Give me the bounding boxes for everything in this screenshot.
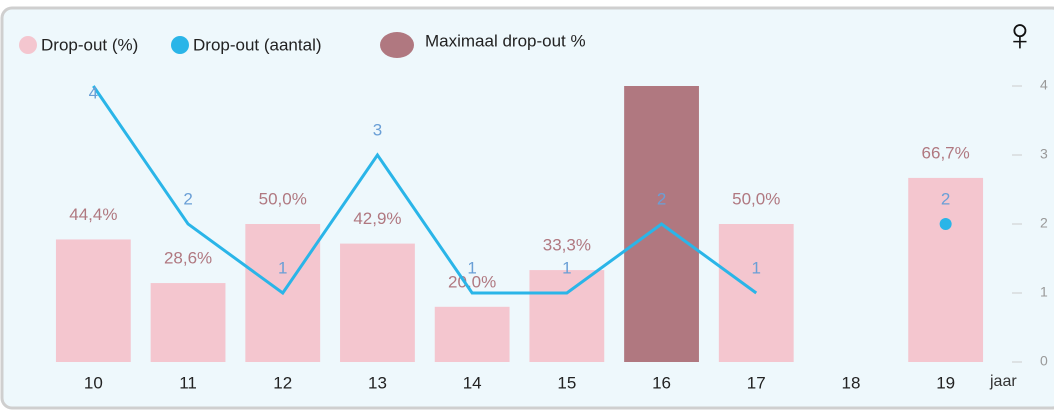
legend-swatch [380,32,414,58]
bar-label: 42,9% [353,209,401,228]
x-tick-label: 11 [179,373,197,392]
y2-tick-label: 4 [1040,77,1048,93]
bar-label: 28,6% [164,249,212,268]
x-tick-label: 13 [368,373,387,392]
bar [908,177,984,362]
legend-swatch [171,36,189,54]
x-tick-label: 10 [84,373,103,392]
line-label: 3 [373,120,382,139]
line-label: 1 [752,258,761,277]
line-point [939,218,952,230]
line-label: 2 [941,189,950,208]
x-tick-label: 17 [747,373,766,392]
line-label: 1 [467,258,476,277]
line-label: 1 [562,258,571,277]
bar [529,270,605,362]
bar-label: 50,0% [732,189,780,208]
x-tick-label: 16 [652,373,671,392]
bar-label: 50,0% [259,189,307,208]
line-label: 2 [183,189,192,208]
bar-label: 44,4% [69,205,117,224]
x-tick-label: 15 [557,373,576,392]
legend-label: Maximaal drop-out % [425,31,586,50]
x-tick-label: 12 [273,373,292,392]
legend-swatch [19,36,37,54]
bar-label: 33,3% [543,236,591,255]
bar-label: 66,7% [922,143,970,162]
y2-tick-label: 0 [1040,353,1048,369]
legend-label: Drop-out (aantal) [193,35,322,54]
line-label: 2 [657,189,666,208]
line [92,85,758,296]
y2-tick-label: 1 [1040,284,1048,300]
x-tick-label: 14 [463,373,482,392]
bar [55,239,131,362]
symbol: ♀ [1003,8,1038,60]
bar [340,243,415,362]
bar [434,306,510,362]
line-label: 4 [89,83,98,102]
y2-tick-label: 3 [1040,146,1048,162]
x-axis-title: jaar [989,373,1017,390]
x-tick-label: 18 [841,373,860,392]
line-label: 1 [278,258,287,277]
x-tick-label: 19 [936,373,955,392]
y2-tick-label: 2 [1040,215,1048,231]
legend-label: Drop-out (%) [41,35,138,54]
bar [150,283,226,362]
